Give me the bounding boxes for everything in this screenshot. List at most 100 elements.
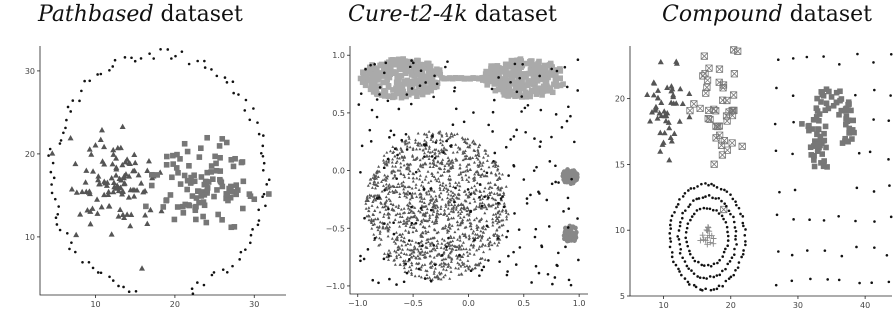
data-point-square [845, 99, 852, 105]
data-point-square [228, 156, 235, 163]
data-point-triangle [660, 139, 667, 145]
data-point-dot [570, 177, 573, 181]
data-point-smalltri [487, 244, 491, 248]
data-point-dot [674, 263, 678, 267]
data-point-smalltri [413, 206, 417, 209]
data-point-smalltri [390, 160, 394, 164]
data-point-smalltri [369, 217, 373, 221]
data-point-dot [733, 226, 737, 229]
data-point-square [171, 216, 178, 223]
data-point-dot [732, 215, 735, 219]
data-point-smalltri [369, 219, 373, 223]
data-point-dot [523, 106, 527, 110]
data-point-dot [445, 139, 449, 143]
data-point-square [538, 85, 544, 92]
data-point-dot [395, 283, 398, 286]
data-point-dot [777, 250, 780, 253]
data-point-dot [684, 236, 688, 240]
data-point-dot [368, 128, 372, 132]
data-point-square [844, 138, 850, 145]
data-point-smalltri [397, 206, 401, 210]
data-point-smalltri [496, 193, 500, 197]
data-point-smalltri [388, 220, 392, 224]
data-point-smalltri [440, 258, 444, 262]
data-point-smalltri [458, 216, 462, 219]
data-point-dot [134, 289, 138, 293]
data-point-smalltri [461, 137, 465, 141]
data-point-smalltri [488, 181, 492, 184]
data-point-dot [133, 59, 137, 63]
data-point-smalltri [450, 257, 454, 261]
data-point-smalltri [428, 150, 432, 154]
data-point-triangle [142, 212, 149, 218]
data-point-square [494, 69, 501, 75]
data-point-smalltri [431, 213, 435, 216]
data-point-dot [96, 73, 99, 76]
data-point-square [266, 191, 272, 197]
data-point-smalltri [438, 195, 442, 199]
data-point-square [516, 88, 523, 95]
data-point-smalltri [457, 188, 461, 192]
data-point-square [193, 216, 199, 223]
data-point-smalltri [459, 208, 463, 211]
data-point-square [210, 176, 216, 182]
data-point-smalltri [451, 209, 455, 212]
data-point-smalltri [495, 178, 499, 181]
data-point-dot [695, 197, 699, 201]
data-point-dot [774, 283, 778, 287]
y-tick-label: 1.0 [332, 51, 345, 60]
data-point-smalltri [404, 192, 408, 195]
data-point-smalltri [404, 224, 408, 227]
data-point-smalltri [410, 209, 414, 213]
data-point-smalltri [428, 242, 432, 245]
data-point-smalltri [388, 199, 392, 202]
data-point-smalltri [419, 240, 423, 244]
data-point-smalltri [431, 174, 435, 178]
data-point-dot [405, 271, 409, 275]
data-point-smalltri [479, 173, 483, 177]
data-point-smalltri [466, 218, 470, 222]
data-point-dot [868, 150, 872, 154]
data-point-smalltri [365, 214, 369, 218]
data-point-smalltri [430, 220, 434, 223]
data-point-smalltri [427, 157, 431, 160]
data-point-square [184, 177, 191, 184]
data-point-boxx [714, 122, 722, 131]
data-point-dot [725, 204, 728, 208]
data-point-dot [679, 220, 682, 224]
data-point-dot [410, 221, 414, 225]
data-point-square [842, 106, 849, 112]
data-point-smalltri [452, 133, 456, 136]
data-point-dot [702, 264, 706, 267]
data-point-smalltri [436, 241, 440, 245]
data-point-smalltri [379, 200, 383, 204]
data-point-smalltri [454, 207, 458, 211]
data-point-square [515, 71, 521, 78]
data-point-smalltri [491, 223, 495, 227]
data-point-smalltri [446, 199, 450, 203]
series-1 [686, 46, 746, 214]
data-point-smalltri [390, 237, 394, 240]
data-point-dot [576, 58, 580, 62]
data-point-smalltri [472, 148, 476, 152]
data-point-dot [485, 171, 489, 175]
data-point-dot [547, 225, 551, 228]
data-point-square [359, 79, 366, 85]
data-point-boxx [738, 142, 746, 150]
chart-title-rest: dataset [782, 2, 873, 27]
data-point-smalltri [481, 161, 485, 164]
data-point-dot [453, 89, 456, 93]
data-point-dot [50, 183, 53, 186]
data-point-dot [262, 192, 266, 196]
data-point-square [198, 189, 204, 196]
data-point-square [393, 69, 399, 75]
data-point-smalltri [413, 191, 417, 195]
data-point-smalltri [368, 177, 372, 181]
data-point-square [372, 77, 378, 84]
data-point-smalltri [402, 252, 406, 255]
data-point-smalltri [491, 164, 495, 168]
data-point-smalltri [454, 253, 458, 257]
data-point-triangle [77, 211, 84, 217]
data-point-smalltri [409, 268, 413, 271]
data-point-smalltri [433, 219, 437, 223]
